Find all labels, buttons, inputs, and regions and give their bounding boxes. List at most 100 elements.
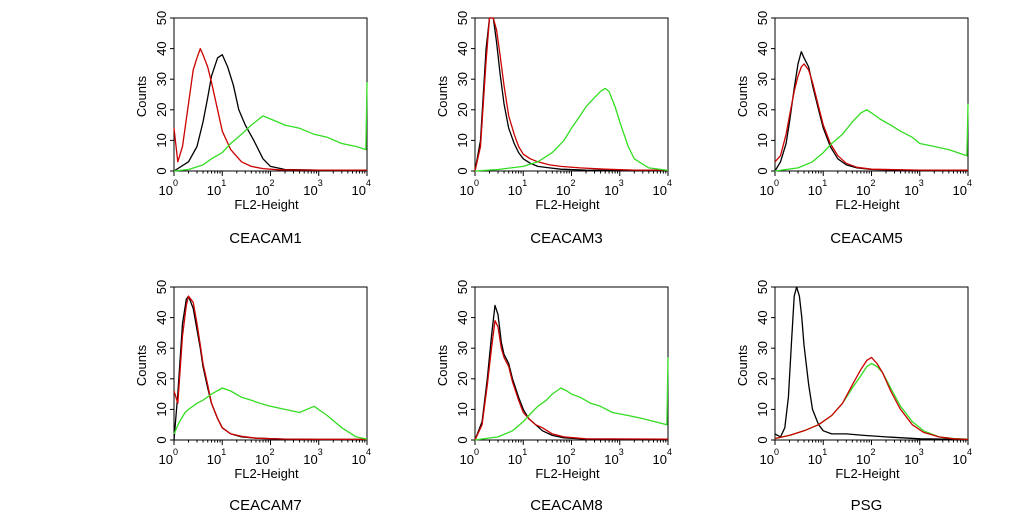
x-axis-title: FL2-Height (835, 466, 900, 481)
y-tick-label: 0 (455, 167, 470, 174)
histogram-series-2 (774, 103, 969, 172)
x-tick-exponent: 4 (667, 447, 672, 457)
histogram-series-0 (474, 17, 668, 172)
histogram-series-0 (173, 295, 367, 441)
histogram-series-2 (474, 87, 669, 172)
panel-title: CEACAM5 (830, 230, 903, 247)
x-tick-label: 10 (460, 452, 474, 467)
y-tick-label: 0 (154, 436, 169, 443)
x-tick-exponent: 0 (474, 447, 479, 457)
x-tick-exponent: 4 (366, 178, 371, 188)
x-tick-label: 10 (856, 183, 870, 198)
x-tick-exponent: 1 (522, 447, 527, 457)
histogram-series-0 (774, 286, 969, 441)
x-tick-label: 10 (207, 452, 221, 467)
histogram-series-2 (774, 356, 969, 441)
y-axis-title: Counts (134, 75, 149, 117)
y-tick-label: 10 (154, 402, 169, 416)
histogram-series-0 (774, 51, 968, 172)
x-tick-label: 10 (604, 452, 618, 467)
histogram-series-0 (474, 304, 669, 441)
panel-title: CEACAM7 (229, 497, 302, 514)
y-tick-label: 0 (455, 436, 470, 443)
x-tick-label: 10 (159, 452, 173, 467)
x-tick-label: 10 (653, 183, 667, 198)
x-tick-exponent: 4 (967, 447, 972, 457)
y-tick-label: 0 (755, 436, 770, 443)
x-tick-label: 10 (255, 452, 269, 467)
y-tick-label: 30 (455, 72, 470, 86)
x-tick-exponent: 2 (571, 447, 576, 457)
y-axis-title: Counts (735, 75, 750, 117)
y-axis-title: Counts (735, 344, 750, 386)
x-tick-label: 10 (904, 452, 918, 467)
y-tick-label: 20 (455, 372, 470, 386)
x-tick-exponent: 3 (619, 447, 624, 457)
y-tick-label: 30 (455, 341, 470, 355)
x-tick-exponent: 1 (221, 178, 226, 188)
x-axis-title: FL2-Height (535, 466, 600, 481)
x-tick-exponent: 3 (919, 178, 924, 188)
y-tick-label: 20 (455, 103, 470, 117)
x-tick-exponent: 0 (774, 447, 779, 457)
x-tick-exponent: 2 (270, 178, 275, 188)
histogram-series-0 (173, 54, 368, 172)
x-tick-label: 10 (460, 183, 474, 198)
y-tick-label: 30 (755, 341, 770, 355)
y-tick-label: 50 (455, 11, 470, 25)
y-tick-label: 50 (154, 280, 169, 294)
x-tick-label: 10 (352, 452, 366, 467)
histogram-series-2 (173, 82, 368, 172)
x-tick-label: 10 (255, 183, 269, 198)
y-tick-label: 20 (154, 372, 169, 386)
plot-frame (173, 17, 368, 172)
y-tick-label: 10 (154, 133, 169, 147)
panel-title: CEACAM8 (530, 497, 603, 514)
x-tick-label: 10 (808, 183, 822, 198)
x-tick-exponent: 1 (822, 178, 827, 188)
x-tick-exponent: 4 (667, 178, 672, 188)
y-tick-label: 20 (755, 103, 770, 117)
x-tick-label: 10 (904, 183, 918, 198)
x-tick-label: 10 (653, 452, 667, 467)
y-tick-label: 40 (755, 310, 770, 324)
x-tick-label: 10 (303, 183, 317, 198)
x-axis-title: FL2-Height (234, 197, 299, 212)
x-tick-exponent: 4 (967, 178, 972, 188)
y-tick-label: 20 (154, 103, 169, 117)
y-tick-label: 40 (455, 310, 470, 324)
histogram-series-2 (173, 387, 368, 440)
y-tick-label: 50 (154, 11, 169, 25)
y-tick-label: 10 (755, 133, 770, 147)
y-tick-label: 10 (755, 402, 770, 416)
y-tick-label: 40 (755, 41, 770, 55)
y-tick-label: 40 (154, 41, 169, 55)
y-tick-label: 40 (154, 310, 169, 324)
x-tick-label: 10 (556, 452, 570, 467)
x-axis-title: FL2-Height (835, 197, 900, 212)
histogram-series-1 (173, 295, 367, 441)
x-tick-exponent: 1 (822, 447, 827, 457)
y-tick-label: 10 (455, 133, 470, 147)
x-tick-label: 10 (352, 183, 366, 198)
x-tick-label: 10 (604, 183, 618, 198)
x-tick-label: 10 (856, 452, 870, 467)
x-tick-exponent: 0 (474, 178, 479, 188)
y-tick-label: 30 (154, 72, 169, 86)
y-tick-label: 50 (755, 280, 770, 294)
x-tick-exponent: 0 (173, 178, 178, 188)
histogram-series-1 (774, 362, 969, 440)
histogram-series-1 (173, 47, 367, 171)
x-tick-exponent: 2 (571, 178, 576, 188)
histogram-series-2 (474, 357, 669, 441)
y-axis-title: Counts (435, 344, 450, 386)
x-tick-exponent: 3 (919, 447, 924, 457)
histogram-series-1 (474, 17, 668, 172)
